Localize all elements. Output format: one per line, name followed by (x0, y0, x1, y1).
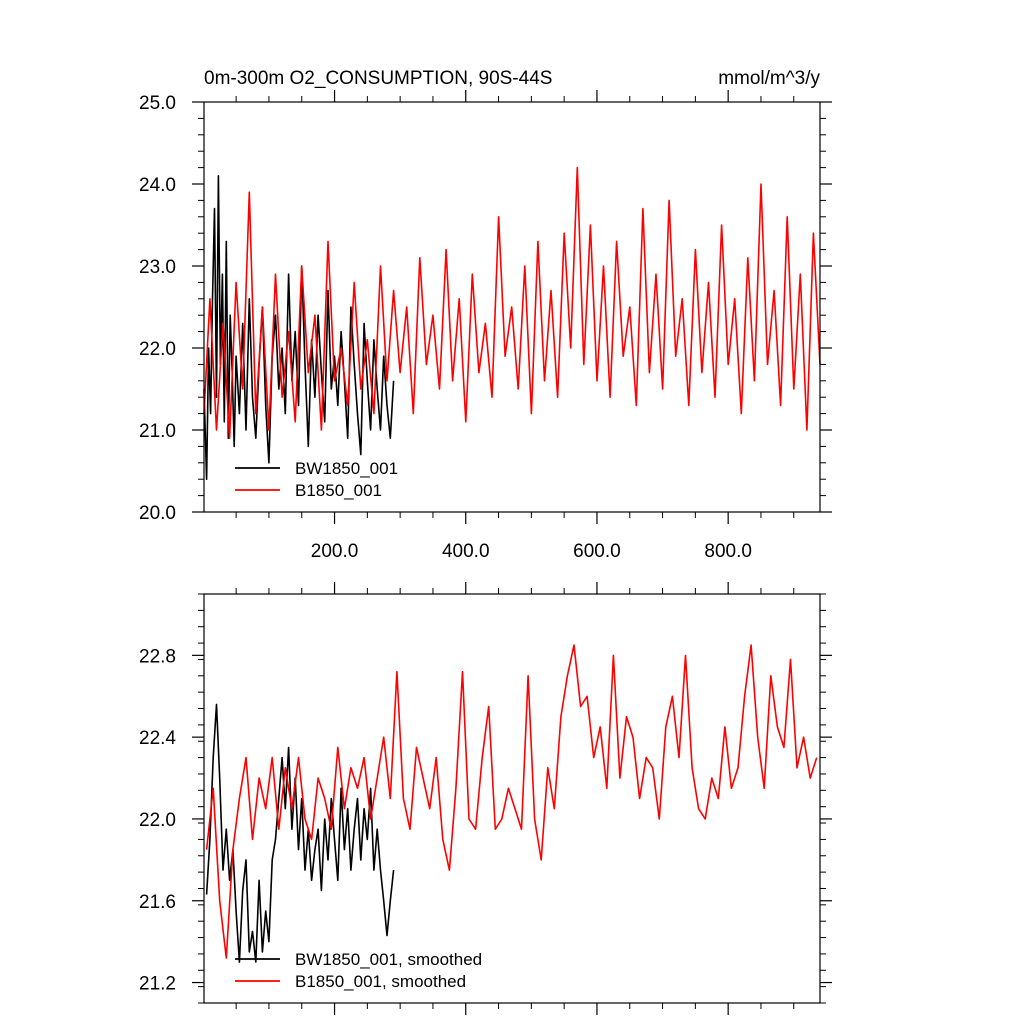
top-x-tick-label: 200.0 (311, 541, 359, 562)
top-plot-series-group (203, 166, 821, 481)
top-legend-label: BW1850_001 (295, 459, 398, 478)
bot-plot-frame (203, 593, 821, 1004)
bot-legend-label: B1850_001, smoothed (295, 972, 466, 991)
top-y-tick-label: 22.0 (139, 339, 176, 360)
top-series-line-bw1850 (203, 175, 395, 481)
bot-y-tick-label: 21.2 (139, 974, 176, 995)
top-y-tick-label: 25.0 (139, 93, 176, 114)
top-y-tick-label: 23.0 (139, 257, 176, 278)
bot-y-tick-label: 21.6 (139, 892, 176, 913)
top-legend-label: B1850_001 (295, 481, 382, 500)
top-x-tick-label: 400.0 (442, 541, 490, 562)
top-plot-legend: BW1850_001 B1850_001 (235, 459, 398, 500)
bot-y-tick-label: 22.8 (139, 646, 176, 667)
bot-y-tick-label: 22.0 (139, 810, 176, 831)
top-y-tick-label: 24.0 (139, 175, 176, 196)
top-x-tick-label: 800.0 (704, 541, 752, 562)
bottom-plot-axes-group: 21.2 21.6 22.0 22.4 22.8 (139, 582, 832, 1015)
top-x-tick-label: 600.0 (573, 541, 621, 562)
top-chart-title: 0m-300m O2_CONSUMPTION, 90S-44S (204, 68, 552, 89)
bot-legend-label: BW1850_001, smoothed (295, 950, 482, 969)
bottom-plot-legend: BW1850_001, smoothed B1850_001, smoothed (235, 950, 482, 991)
top-series-line-b1850 (203, 166, 821, 440)
bottom-plot-series-group (205, 644, 818, 963)
bot-y-tick-label: 22.4 (139, 728, 176, 749)
bot-series-line-bw1850 (205, 703, 395, 963)
top-y-tick-label: 20.0 (139, 503, 176, 524)
top-chart-units: mmol/m^3/y (718, 68, 820, 89)
top-plot-frame (203, 101, 821, 513)
top-y-tick-label: 21.0 (139, 421, 176, 442)
bot-series-line-b1850 (205, 644, 818, 959)
top-plot-axes-group: 20.0 21.0 22.0 23.0 24.0 25.0 200.0 400.0 600.0 8… (139, 90, 832, 562)
